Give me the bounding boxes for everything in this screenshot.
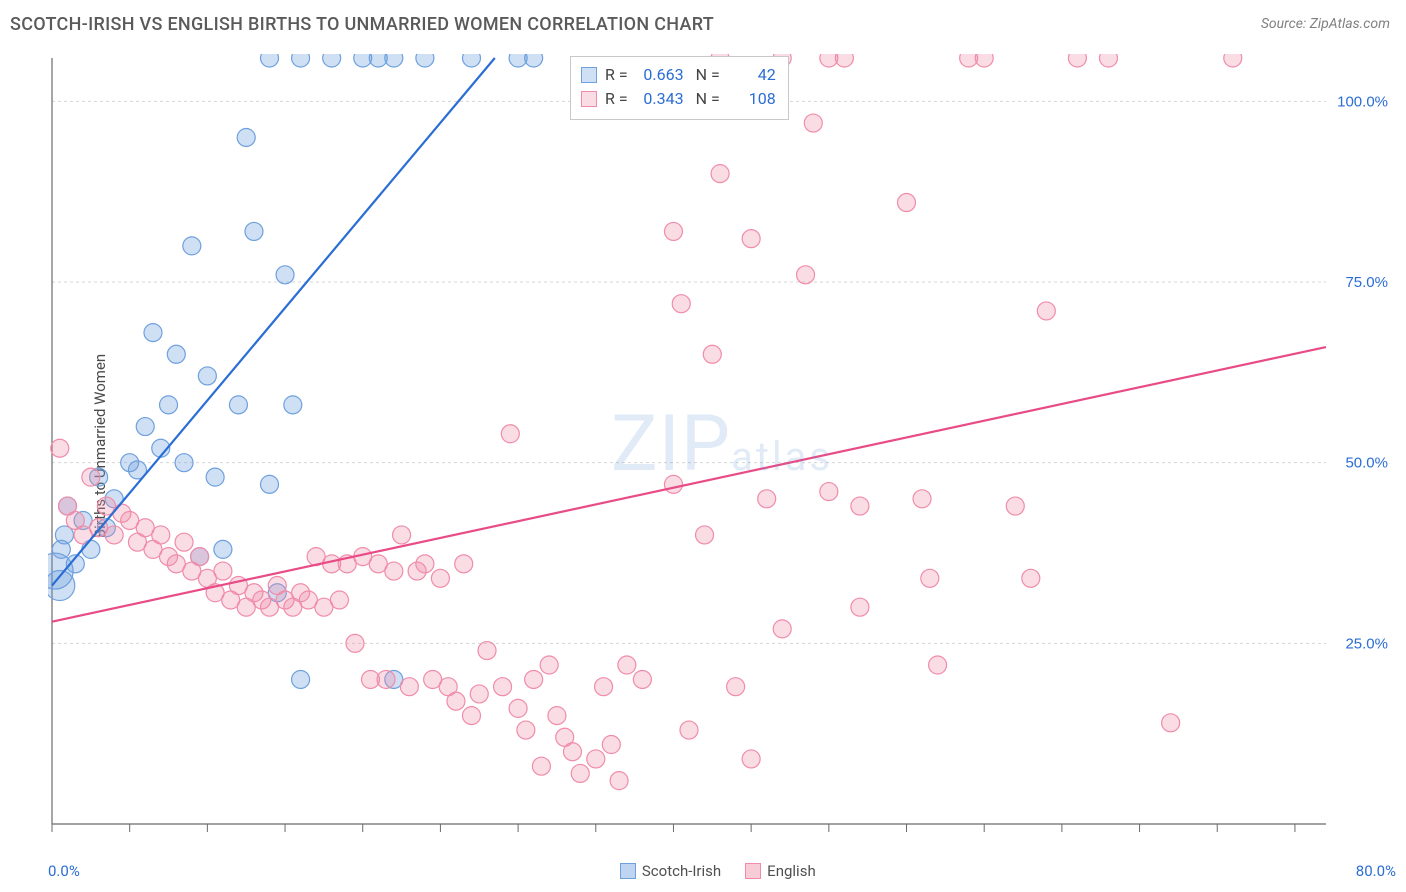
legend-row-scotch-irish: R = 0.663 N = 42 [581,63,776,87]
legend-swatch-english [581,91,597,107]
chart-title: SCOTCH-IRISH VS ENGLISH BIRTHS TO UNMARR… [10,14,714,35]
svg-text:100.0%: 100.0% [1337,93,1388,110]
x-axis-min-label: 0.0% [48,862,80,880]
bottom-swatch-scotch-irish [620,863,636,879]
legend-swatch-scotch-irish [581,67,597,83]
source-attribution: Source: ZipAtlas.com [1261,16,1390,32]
svg-text:75.0%: 75.0% [1345,274,1388,291]
plot-area: 25.0%50.0%75.0%100.0% ZIPatlas [48,54,1396,844]
correlation-legend: R = 0.663 N = 42 R = 0.343 N = 108 [570,56,789,120]
bottom-legend: Scotch-Irish English [620,862,816,880]
bottom-legend-english: English [745,862,816,880]
bottom-legend-scotch-irish: Scotch-Irish [620,862,721,880]
legend-row-english: R = 0.343 N = 108 [581,87,776,111]
bottom-swatch-english [745,863,761,879]
svg-text:50.0%: 50.0% [1345,455,1388,472]
x-axis-row: 0.0% Scotch-Irish English 80.0% [48,862,1396,880]
chart-header: SCOTCH-IRISH VS ENGLISH BIRTHS TO UNMARR… [0,0,1406,48]
x-axis-max-label: 80.0% [1356,862,1396,880]
scatter-chart: 25.0% 50.0% 75.0% 100.0% [48,54,1396,844]
svg-text:25.0%: 25.0% [1345,635,1388,652]
